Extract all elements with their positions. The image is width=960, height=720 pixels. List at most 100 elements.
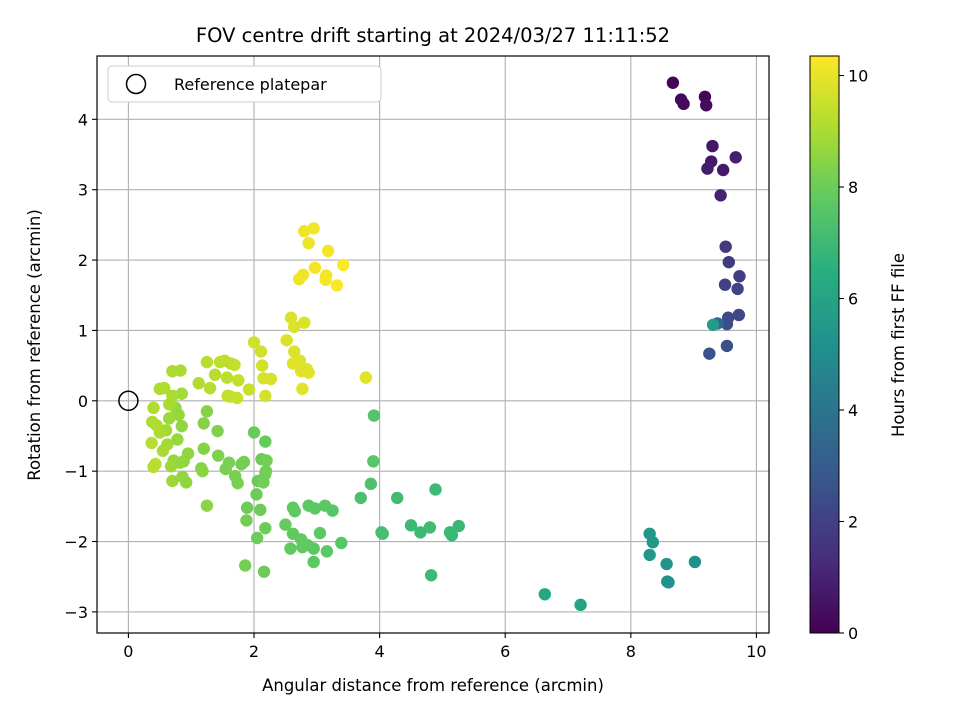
data-point: [298, 316, 311, 329]
data-point: [145, 436, 158, 450]
data-point: [228, 358, 241, 372]
y-axis-label: Rotation from reference (arcmin): [25, 209, 44, 481]
data-point: [211, 424, 224, 438]
data-point: [231, 476, 244, 490]
data-point: [284, 542, 297, 555]
data-point: [714, 189, 727, 202]
data-point: [718, 278, 732, 291]
data-point: [336, 258, 350, 272]
data-point: [197, 442, 210, 455]
x-tick-label: 6: [500, 642, 510, 661]
data-point: [288, 320, 301, 334]
data-point: [235, 457, 248, 471]
data-point: [208, 368, 222, 381]
data-point: [280, 334, 293, 347]
x-axis-ticks: 0 2 4 6 8 10: [123, 633, 767, 661]
colorbar-tick-label: 4: [848, 401, 858, 420]
data-point: [733, 270, 746, 283]
data-point: [153, 382, 167, 396]
colorbar: 0 2 4 6 8 10 Hours from first FF file: [809, 55, 908, 643]
data-point: [146, 415, 159, 429]
data-point: [359, 371, 372, 384]
data-point: [240, 514, 253, 527]
data-point: [147, 401, 160, 415]
data-point: [302, 236, 315, 250]
y-tick-label: −3: [64, 603, 88, 622]
y-tick-label: 4: [78, 110, 88, 129]
data-point: [729, 151, 742, 164]
data-point: [302, 366, 315, 379]
data-point: [254, 503, 267, 517]
data-point: [414, 526, 427, 539]
data-point: [367, 409, 381, 422]
data-point: [293, 354, 307, 367]
data-point: [720, 339, 734, 353]
data-point: [308, 261, 322, 275]
data-point: [176, 470, 189, 483]
data-point: [321, 244, 335, 258]
data-point: [701, 162, 714, 175]
data-point: [424, 569, 438, 582]
data-point: [660, 557, 673, 571]
legend-label: Reference platepar: [174, 75, 327, 94]
data-point: [250, 488, 263, 501]
data-point: [666, 76, 680, 89]
y-tick-label: 0: [78, 392, 88, 411]
data-point: [242, 383, 256, 396]
data-point: [643, 548, 656, 562]
colorbar-tick-label: 0: [848, 624, 858, 643]
y-tick-label: −1: [64, 462, 88, 481]
x-tick-label: 10: [746, 642, 766, 661]
data-point: [699, 99, 713, 112]
data-point: [391, 491, 404, 505]
x-tick-label: 0: [123, 642, 133, 661]
data-point: [706, 318, 720, 331]
data-point: [646, 536, 660, 549]
data-point: [307, 555, 320, 569]
plot-frame: [96, 55, 770, 634]
data-point: [259, 389, 272, 403]
data-point: [175, 419, 188, 433]
data-point: [156, 444, 170, 457]
x-tick-label: 2: [249, 642, 259, 661]
data-point: [247, 336, 261, 349]
data-point: [445, 528, 459, 542]
data-point: [200, 405, 214, 418]
data-point: [354, 491, 367, 505]
data-point: [197, 417, 210, 430]
data-point: [254, 345, 268, 358]
data-point: [171, 433, 184, 446]
data-point: [452, 519, 465, 533]
data-point: [200, 355, 214, 369]
data-point: [219, 462, 232, 476]
data-point: [177, 455, 190, 468]
legend-box: [107, 65, 382, 103]
data-point: [404, 519, 418, 532]
data-point: [719, 240, 732, 253]
data-point: [240, 501, 254, 514]
data-point: [279, 518, 292, 531]
x-tick-label: 8: [626, 642, 636, 661]
data-point: [293, 272, 306, 286]
data-point: [175, 387, 188, 400]
data-point: [308, 502, 322, 515]
data-point: [732, 308, 746, 322]
data-point: [166, 474, 179, 488]
colorbar-label: Hours from first FF file: [889, 253, 908, 437]
chart-title: FOV centre drift starting at 2024/03/27 …: [196, 24, 670, 47]
data-point: [706, 139, 719, 153]
data-point: [319, 273, 332, 286]
data-point: [720, 317, 734, 331]
data-point: [255, 359, 269, 372]
legend: Reference platepar: [107, 65, 382, 103]
data-point: [298, 225, 311, 238]
y-tick-label: 3: [78, 181, 88, 200]
reference-point-marker: [118, 390, 139, 412]
data-point: [662, 576, 675, 589]
data-point: [257, 565, 271, 578]
data-point: [259, 464, 273, 478]
y-tick-label: 1: [78, 321, 88, 340]
data-point: [257, 476, 270, 489]
data-point: [538, 588, 551, 601]
legend-marker-icon: [125, 73, 147, 95]
